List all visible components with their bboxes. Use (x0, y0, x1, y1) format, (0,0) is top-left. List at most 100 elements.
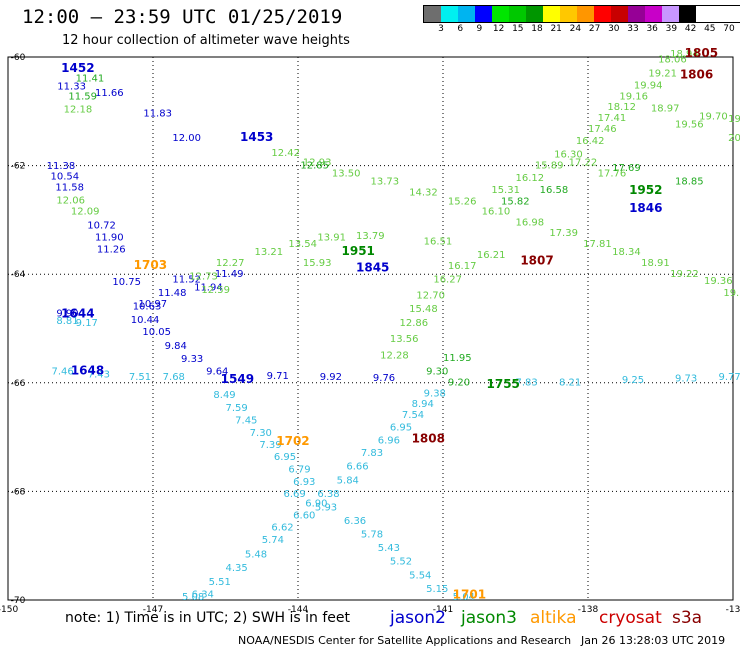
swh-value-label: 11.58 (55, 183, 84, 194)
swh-value-label: 15.31 (491, 185, 520, 196)
swh-value-label: 11.33 (57, 82, 86, 93)
swh-value-label: 16.30 (554, 149, 583, 160)
swh-value-label: 12.73 (189, 272, 218, 283)
legend-swatch (679, 6, 696, 22)
swh-value-label: 12.28 (380, 350, 409, 361)
swh-value-label: 11.41 (76, 73, 105, 84)
swh-value-label: 20.43 (728, 133, 740, 144)
swh-value-label: 5.84 (337, 475, 359, 486)
swh-value-label: 16.17 (448, 261, 477, 272)
swh-value-label: 6.90 (305, 499, 327, 510)
swh-value-label: 7.68 (163, 372, 185, 383)
chart-subtitle: 12 hour collection of altimeter wave hei… (62, 33, 350, 48)
swh-value-label: 6.95 (390, 423, 412, 434)
legend-swatch (492, 6, 509, 22)
swh-value-label: 9.25 (622, 375, 644, 386)
swh-value-label: 15.48 (409, 304, 438, 315)
swh-value-label: 9.64 (206, 367, 228, 378)
swh-value-label: 9.38 (424, 388, 446, 399)
swh-value-label: 11.26 (97, 244, 126, 255)
swh-value-label: 12.09 (71, 206, 100, 217)
swh-value-label: 12.86 (400, 318, 429, 329)
legend-label: 6 (457, 24, 464, 34)
swh-value-label: 12.42 (271, 148, 300, 159)
swh-value-label: 4.35 (226, 563, 248, 574)
swh-value-label: 10.05 (142, 327, 171, 338)
legend-label: 70 (723, 24, 735, 34)
swh-value-label: 16.21 (477, 250, 506, 261)
swh-value-label: 11.38 (47, 161, 76, 172)
swh-value-label: 9.84 (165, 341, 187, 352)
swh-value-label: 9.73 (675, 374, 697, 385)
swh-value-label: 11.59 (68, 91, 97, 102)
swh-value-label: 19.22 (670, 269, 699, 280)
y-tick-label: -62 (11, 162, 26, 172)
swh-value-label: 5.78 (361, 530, 383, 541)
pass-time-label: 1701 (453, 587, 486, 601)
swh-value-label: 6.36 (344, 516, 366, 527)
y-tick-label: -64 (11, 270, 26, 280)
swh-value-label: 5.43 (378, 543, 400, 554)
swh-value-label: 6.60 (293, 511, 315, 522)
legend-label: 42 (684, 24, 697, 34)
swh-value-label: 18.06 (658, 54, 687, 65)
swh-value-label: 9.92 (320, 372, 342, 383)
legend-label: 30 (608, 24, 620, 34)
swh-value-label: 7.54 (402, 410, 424, 421)
swh-value-label: 14.32 (409, 187, 438, 198)
swh-value-label: 7.30 (250, 428, 272, 439)
pass-time-label: 1644 (61, 307, 94, 321)
swh-value-label: 5.15 (426, 584, 448, 595)
x-tick-label: -150 (0, 605, 18, 615)
swh-value-label: 12.85 (300, 160, 329, 171)
swh-value-label: 10.63 (133, 301, 162, 312)
legend-label: 15 (512, 24, 524, 34)
swh-value-label: 19.21 (648, 69, 677, 80)
pass-time-label: 1549 (221, 372, 254, 386)
y-tick-label: -70 (11, 596, 26, 606)
swh-value-label: 6.69 (284, 489, 306, 500)
swh-value-label: 5.51 (209, 577, 231, 588)
swh-value-label: 19.56 (675, 120, 704, 131)
y-tick-label: -68 (11, 487, 26, 497)
swh-value-label: 8.81 (56, 316, 78, 327)
legend-swatch (594, 6, 611, 22)
swh-value-label: 7.59 (226, 403, 248, 414)
swh-value-label: 16.10 (482, 206, 511, 217)
swh-value-label: 10.97 (139, 299, 168, 310)
swh-value-label: 18.34 (612, 247, 641, 258)
swh-value-label: 9.17 (76, 318, 98, 329)
legend-label: 36 (646, 24, 658, 34)
swh-value-label: 12.00 (172, 133, 201, 144)
satellite-jason2-label: jason2 (390, 608, 446, 628)
swh-value-label: 15.26 (448, 197, 477, 208)
x-tick-label: -147 (143, 605, 163, 615)
x-tick-label: -141 (433, 605, 453, 615)
pass-time-label: 1952 (629, 183, 662, 197)
swh-value-label: 8.21 (559, 378, 581, 389)
swh-value-label: 6.34 (192, 589, 214, 600)
legend-label: 24 (569, 24, 582, 34)
legend-swatch (611, 6, 628, 22)
swh-value-label: 10.75 (112, 277, 141, 288)
swh-value-label: 11.83 (143, 109, 172, 120)
pass-time-label: 1808 (412, 432, 445, 446)
legend-label: 12 (492, 24, 505, 34)
legend-label: 18 (531, 24, 543, 34)
swh-value-label: 17.41 (598, 113, 627, 124)
satellite-altika-label: altika (530, 608, 577, 628)
swh-value-label: 11.94 (194, 282, 223, 293)
swh-value-label: 8.49 (213, 390, 235, 401)
pass-time-label: 1452 (61, 61, 94, 75)
legend-swatch (560, 6, 577, 22)
swh-value-label: 7.83 (516, 378, 538, 389)
swh-value-label: 11.95 (443, 353, 472, 364)
swh-value-label: 18.12 (607, 102, 636, 113)
swh-value-label: 17.69 (612, 163, 641, 174)
pass-time-label: 1805 (685, 46, 718, 60)
swh-value-label: 6.38 (317, 489, 339, 500)
legend-label: 27 (588, 24, 601, 34)
legend-swatch (662, 6, 679, 22)
